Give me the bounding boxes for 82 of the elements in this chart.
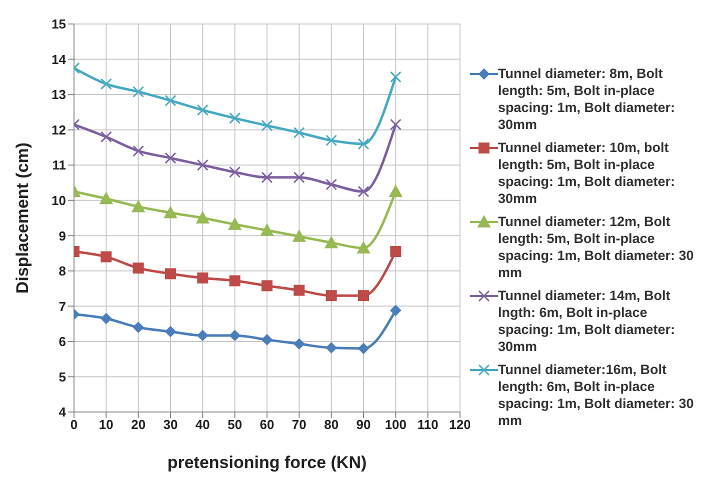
point bbox=[293, 126, 305, 138]
point bbox=[326, 342, 337, 354]
point bbox=[358, 343, 369, 354]
x-tick-label: 80 bbox=[324, 417, 339, 432]
x-tick-label: 90 bbox=[356, 417, 371, 432]
point bbox=[294, 284, 305, 296]
point bbox=[164, 152, 176, 164]
point bbox=[164, 206, 177, 218]
point bbox=[197, 330, 208, 341]
y-tick-label: 15 bbox=[52, 16, 66, 32]
point bbox=[100, 131, 112, 143]
x-tick-label: 100 bbox=[384, 417, 407, 432]
point bbox=[390, 304, 402, 316]
x-tick-label: 60 bbox=[260, 417, 274, 432]
point bbox=[358, 186, 370, 198]
x-tick-label: 20 bbox=[131, 417, 146, 432]
point bbox=[100, 192, 113, 204]
x-tick-label: 40 bbox=[195, 417, 210, 432]
y-tick-label: 8 bbox=[58, 264, 66, 279]
point bbox=[229, 112, 241, 124]
x-tick-label: 10 bbox=[98, 417, 114, 432]
x-tick-label: 0 bbox=[70, 417, 78, 432]
point bbox=[260, 224, 274, 236]
point bbox=[196, 212, 210, 224]
point bbox=[100, 313, 112, 324]
point bbox=[326, 178, 338, 190]
point bbox=[390, 246, 402, 258]
point bbox=[389, 185, 402, 198]
x-axis-title: pretensioning force (KN) bbox=[167, 453, 367, 472]
point bbox=[229, 275, 240, 286]
point bbox=[165, 268, 176, 280]
point bbox=[228, 218, 242, 230]
y-axis-title: Displacement (cm) bbox=[13, 142, 32, 294]
point bbox=[229, 166, 241, 178]
point bbox=[132, 322, 144, 333]
x-tick-label: 50 bbox=[228, 417, 242, 432]
point bbox=[262, 334, 272, 346]
point bbox=[293, 172, 305, 184]
point bbox=[261, 172, 273, 184]
y-tick-label: 11 bbox=[52, 158, 66, 173]
point bbox=[132, 86, 144, 98]
point bbox=[262, 280, 272, 292]
point bbox=[326, 290, 337, 302]
point bbox=[100, 251, 112, 262]
legend-label: Tunnel diameter:16m, Bolt length: 6m, Bolt in-place spacing: 1m, Bolt diameter: 30 mm bbox=[498, 361, 695, 429]
point bbox=[324, 236, 338, 248]
x-tick-label: 70 bbox=[292, 417, 306, 432]
point bbox=[197, 272, 208, 284]
y-tick-label: 14 bbox=[52, 52, 67, 67]
point bbox=[164, 94, 176, 106]
point bbox=[132, 145, 144, 157]
point bbox=[390, 118, 402, 130]
point bbox=[358, 290, 369, 302]
legend-label: Tunnel diameter: 8m, Bolt length: 5m, Bolt in-place spacing: 1m, Bolt diameter: 30mm bbox=[498, 65, 676, 133]
point bbox=[132, 200, 145, 212]
point bbox=[292, 230, 306, 242]
point bbox=[358, 138, 370, 150]
point bbox=[196, 159, 208, 171]
legend-label: Tunnel diameter: 14m, Bolt lngth: 6m, Bolt in-place spacing: 1m, Bolt diameter: 30mm bbox=[498, 287, 676, 355]
y-tick-label: 7 bbox=[58, 298, 66, 314]
point bbox=[357, 241, 370, 254]
x-tick-label: 120 bbox=[449, 417, 471, 432]
y-tick-label: 13 bbox=[52, 87, 66, 102]
y-tick-label: 12 bbox=[52, 122, 66, 138]
y-tick-label: 6 bbox=[58, 334, 66, 350]
point bbox=[196, 104, 208, 116]
point bbox=[294, 338, 305, 350]
point bbox=[100, 78, 112, 90]
point bbox=[390, 71, 402, 83]
point bbox=[165, 326, 176, 338]
x-tick-label: 30 bbox=[163, 417, 178, 432]
point bbox=[132, 262, 144, 274]
point bbox=[261, 120, 273, 132]
y-tick-label: 4 bbox=[58, 404, 67, 420]
legend-label: Tunnel diameter: 10m, bolt length: 5m, Bolt in-place spacing: 1m, Bolt diameter: 30mm bbox=[498, 139, 676, 207]
x-tick-label: 110 bbox=[417, 417, 438, 432]
point bbox=[229, 330, 240, 341]
y-tick-label: 5 bbox=[58, 369, 66, 384]
y-tick-label: 10 bbox=[52, 192, 66, 208]
point bbox=[326, 134, 338, 146]
legend-label: Tunnel diameter: 12m, Bolt length: 5m, Bolt in-place spacing: 1m, Bolt diameter: 30 mm bbox=[498, 213, 695, 281]
y-tick-label: 9 bbox=[58, 228, 66, 244]
